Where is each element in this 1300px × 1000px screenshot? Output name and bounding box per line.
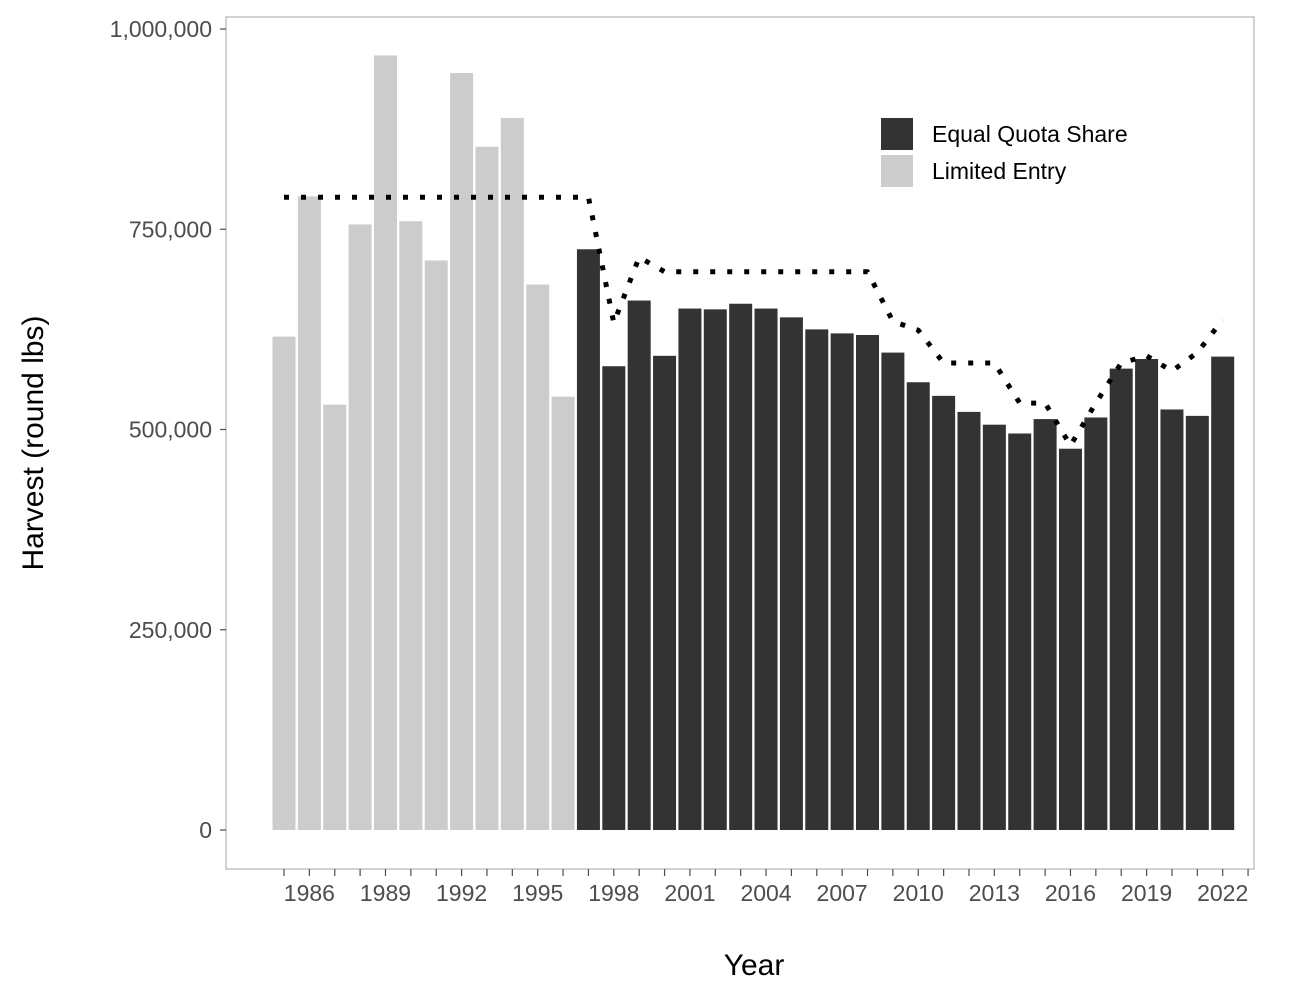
- legend-label: Limited Entry: [932, 158, 1067, 184]
- y-axis: 0 250,000 500,000 750,000 1,000,000: [110, 16, 226, 843]
- x-tick-label: 1995: [512, 880, 563, 906]
- bar-limited-entry-1990: [399, 221, 423, 831]
- x-tick-label: 1992: [436, 880, 487, 906]
- bar-limited-entry-1995: [526, 284, 550, 830]
- bar-equal-quota-share-2016: [1058, 448, 1082, 830]
- bar-equal-quota-share-2009: [881, 352, 905, 830]
- bar-limited-entry-1985: [272, 336, 296, 830]
- legend: Equal Quota Share Limited Entry: [881, 118, 1128, 187]
- bar-equal-quota-share-2003: [729, 303, 753, 830]
- y-axis-title: Harvest (round lbs): [17, 315, 50, 570]
- x-tick-label: 2016: [1045, 880, 1096, 906]
- bar-limited-entry-1988: [348, 224, 372, 830]
- bar-equal-quota-share-2006: [805, 329, 829, 831]
- bar-equal-quota-share-2007: [830, 333, 854, 830]
- legend-swatch: [881, 118, 913, 150]
- quota-dotted-line: [284, 194, 1225, 449]
- quota-line-layer: [284, 194, 1225, 449]
- bar-equal-quota-share-2001: [678, 308, 702, 830]
- bar-equal-quota-share-2002: [703, 309, 727, 831]
- bar-equal-quota-share-2022: [1211, 356, 1235, 830]
- bar-limited-entry-1993: [475, 146, 499, 830]
- bar-equal-quota-share-2012: [957, 411, 981, 830]
- y-tick-label: 1,000,000: [110, 16, 212, 42]
- bar-equal-quota-share-2017: [1084, 417, 1108, 830]
- x-tick-label: 2019: [1121, 880, 1172, 906]
- x-axis: 1986 1989 1992 1995 1998 2001 2004 2007 2010 2013…: [283, 869, 1249, 906]
- legend-swatch: [881, 155, 913, 187]
- bar-equal-quota-share-2010: [906, 382, 930, 830]
- x-tick-label: 2007: [817, 880, 868, 906]
- bar-limited-entry-1989: [373, 55, 397, 831]
- x-tick-label: 2010: [893, 880, 944, 906]
- bar-equal-quota-share-1997: [576, 249, 600, 830]
- bar-equal-quota-share-2013: [982, 424, 1006, 830]
- x-tick-label: 2022: [1197, 880, 1248, 906]
- bar-equal-quota-share-2019: [1135, 359, 1159, 830]
- bar-equal-quota-share-1999: [627, 300, 651, 830]
- bar-limited-entry-1991: [424, 260, 448, 830]
- y-tick-label: 750,000: [129, 216, 212, 242]
- legend-label: Equal Quota Share: [932, 121, 1128, 147]
- bar-limited-entry-1986: [297, 196, 321, 830]
- x-tick-label: 1986: [284, 880, 335, 906]
- x-tick-label: 2001: [664, 880, 715, 906]
- bar-equal-quota-share-2011: [932, 395, 956, 830]
- x-axis-title: Year: [724, 949, 785, 982]
- bar-limited-entry-1996: [551, 396, 575, 830]
- bar-equal-quota-share-2005: [779, 317, 803, 830]
- bars-layer: [272, 55, 1235, 831]
- bar-equal-quota-share-2020: [1160, 409, 1184, 830]
- y-tick-label: 0: [199, 817, 212, 843]
- x-tick-label: 1989: [360, 880, 411, 906]
- x-tick-label: 2004: [740, 880, 791, 906]
- x-tick-label: 1998: [588, 880, 639, 906]
- bar-limited-entry-1992: [450, 73, 474, 830]
- y-tick-label: 250,000: [129, 617, 212, 643]
- y-tick-label: 500,000: [129, 417, 212, 443]
- bar-equal-quota-share-2008: [856, 334, 880, 830]
- bar-equal-quota-share-1998: [602, 366, 626, 830]
- x-tick-label: 2013: [969, 880, 1020, 906]
- bar-limited-entry-1987: [323, 404, 347, 830]
- bar-equal-quota-share-2000: [653, 355, 677, 830]
- bar-limited-entry-1994: [500, 117, 524, 830]
- bar-equal-quota-share-2021: [1185, 415, 1209, 830]
- bar-equal-quota-share-2014: [1008, 433, 1032, 830]
- bar-equal-quota-share-2004: [754, 308, 778, 830]
- bar-equal-quota-share-2018: [1109, 368, 1133, 830]
- bar-equal-quota-share-2015: [1033, 419, 1057, 830]
